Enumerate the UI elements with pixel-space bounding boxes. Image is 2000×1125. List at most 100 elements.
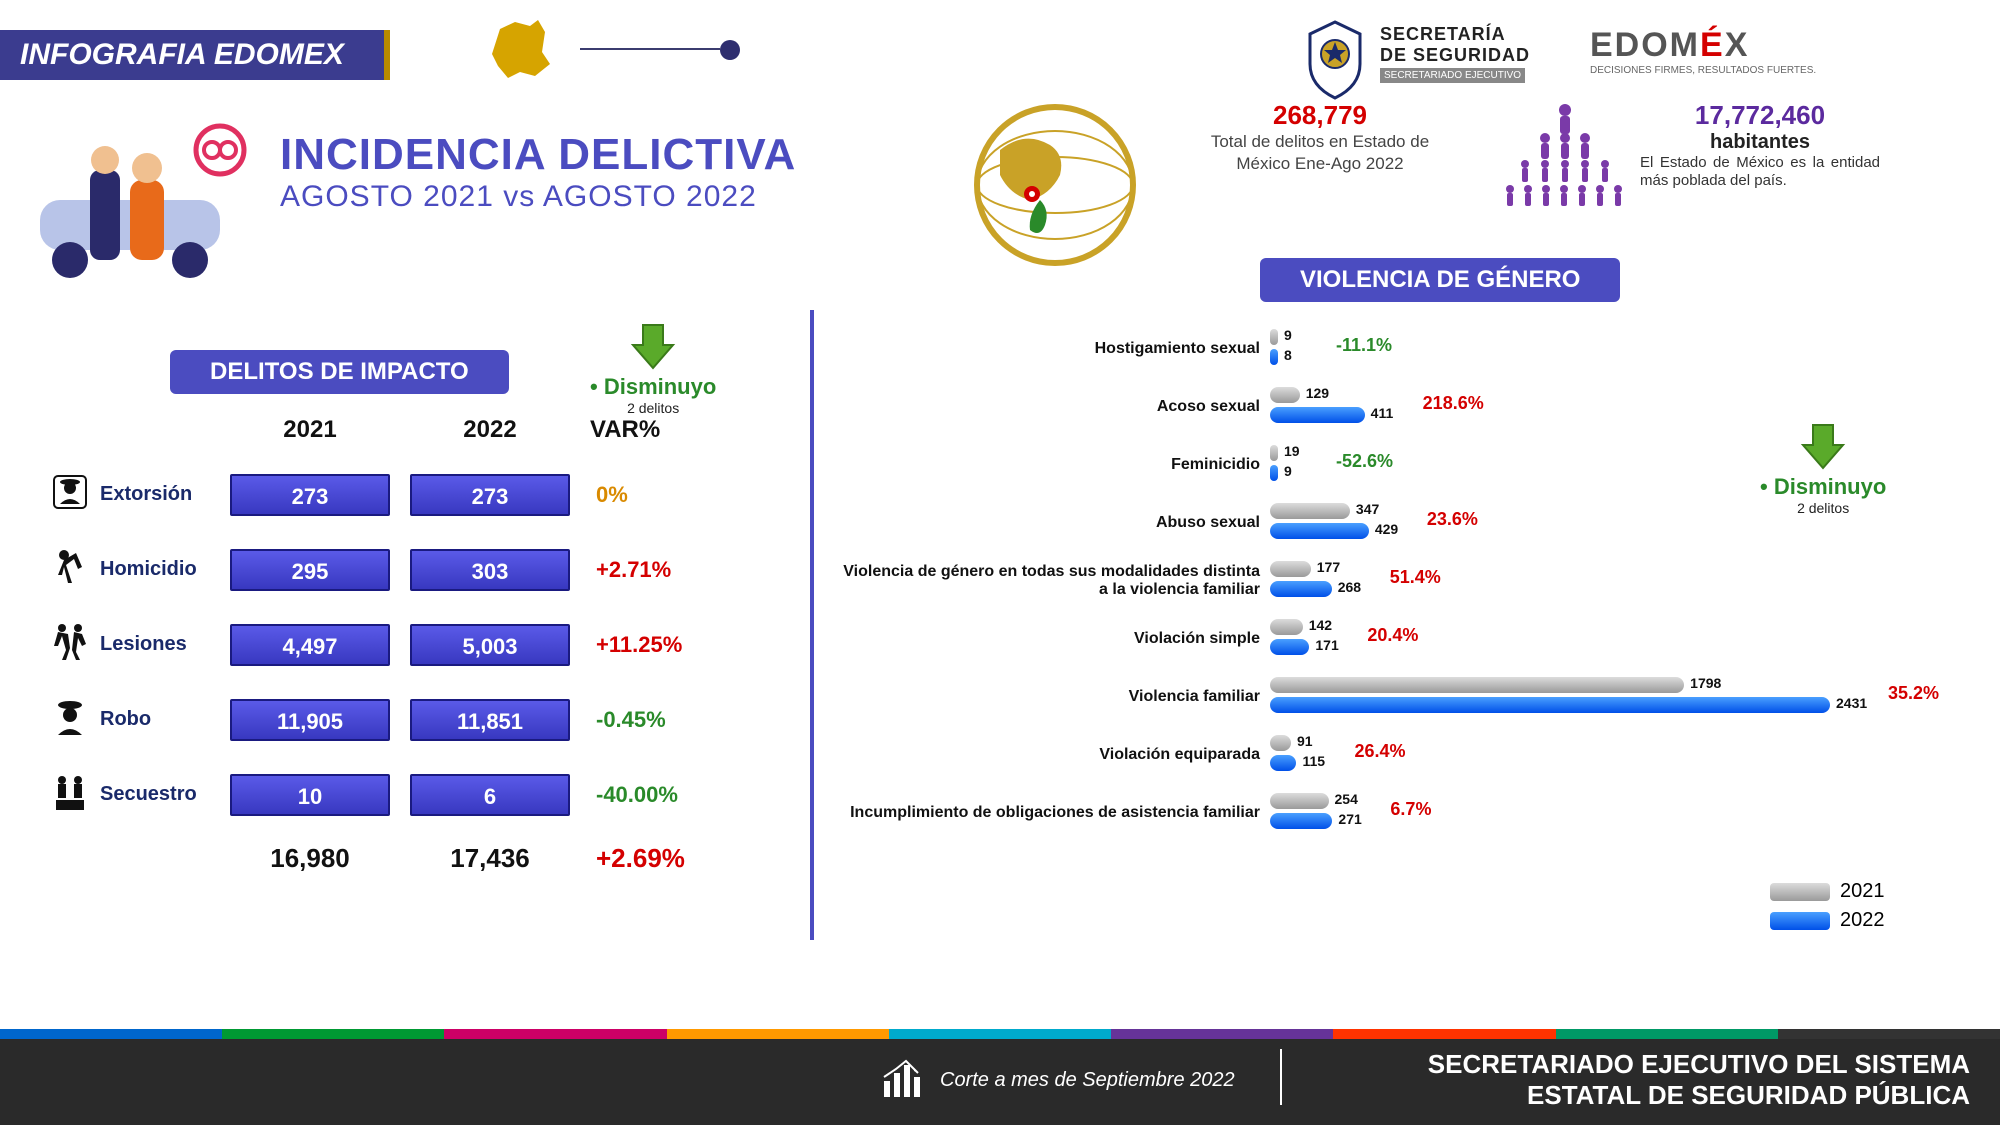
total-crimes-label: Total de delitos en Estado de México Ene… <box>1200 131 1440 175</box>
bar-2022 <box>1270 755 1296 771</box>
value-2022: 271 <box>1338 811 1361 827</box>
secretaria-logo-text: SECRETARÍA DE SEGURIDAD SECRETARIADO EJE… <box>1380 24 1530 83</box>
vertical-divider <box>810 310 814 940</box>
violence-label: Violación simple <box>840 630 1270 648</box>
violence-row: Violencia familiar1798243135.2% <box>840 668 1900 726</box>
population-unit: habitantes <box>1640 131 1880 154</box>
value-2022: 429 <box>1375 521 1398 537</box>
crime-icon <box>40 620 100 669</box>
crime-icon <box>40 695 100 744</box>
violence-bars: 14217120.4% <box>1270 615 1900 663</box>
violence-bars: 98-11.1% <box>1270 325 1900 373</box>
value-2021: 254 <box>1335 791 1358 807</box>
variation-pct: 0% <box>580 482 720 508</box>
violence-label: Violencia familiar <box>840 688 1270 706</box>
violence-bars: 177 268 51.4% <box>1270 557 1900 605</box>
violence-bars: 34742923.6% <box>1270 499 1900 547</box>
violence-title: VIOLENCIA DE GÉNERO <box>1260 258 1620 302</box>
decrease-word: Disminuyo <box>590 374 716 399</box>
hdr-2022: 2022 <box>400 416 580 444</box>
footer-divider <box>1280 1049 1282 1105</box>
footer-org-l1: SECRETARIADO EJECUTIVO DEL SISTEMA <box>1428 1049 1970 1080</box>
secretaria-line3: SECRETARIADO EJECUTIVO <box>1380 68 1525 83</box>
value-2021: 10 <box>230 774 390 816</box>
crime-icon <box>40 545 100 594</box>
bar-2022 <box>1270 639 1309 655</box>
violence-pct: 35.2% <box>1888 683 1939 704</box>
variation-pct: -40.00% <box>580 782 720 808</box>
bar-2021 <box>1270 561 1311 577</box>
secretaria-line1: SECRETARÍA <box>1380 24 1530 45</box>
violence-bars: 1798243135.2% <box>1270 673 1900 721</box>
violence-label: Violencia de género en todas sus modalid… <box>840 563 1270 598</box>
violence-row: Hostigamiento sexual98-11.1% <box>840 320 1900 378</box>
impacts-table: 2021 2022 VAR% Extorsión2732730%Homicidi… <box>40 416 720 874</box>
value-2021: 142 <box>1309 617 1332 633</box>
bar-2022 <box>1270 465 1278 481</box>
footer-color-stripe <box>0 1029 2000 1039</box>
value-2022: 11,851 <box>410 699 570 741</box>
bar-2022 <box>1270 523 1369 539</box>
violence-bars: 9111526.4% <box>1270 731 1900 779</box>
value-2022: 273 <box>410 474 570 516</box>
chart-legend: 2021 2022 <box>1770 880 1885 938</box>
variation-pct: +2.71% <box>580 557 720 583</box>
value-2021: 273 <box>230 474 390 516</box>
variation-pct: +11.25% <box>580 632 720 658</box>
value-2021: 9 <box>1284 327 1292 343</box>
variation-pct: -0.45% <box>580 707 720 733</box>
bar-chart-icon <box>880 1057 924 1101</box>
violence-row: Abuso sexual34742923.6% <box>840 494 1900 552</box>
bar-2021 <box>1270 445 1278 461</box>
title-line2: AGOSTO 2021 vs AGOSTO 2022 <box>280 180 796 214</box>
violence-pct: 23.6% <box>1427 509 1478 530</box>
hdr-var: VAR% <box>580 416 720 444</box>
violence-label: Hostigamiento sexual <box>840 340 1270 358</box>
total-crimes-value: 268,779 <box>1200 100 1440 131</box>
violence-pct: 218.6% <box>1423 393 1484 414</box>
bar-2022 <box>1270 407 1365 423</box>
total-2021: 16,980 <box>220 843 400 874</box>
header-band: INFOGRAFIA EDOMEX <box>0 30 390 80</box>
bar-2022 <box>1270 349 1278 365</box>
globe-icon <box>970 100 1140 270</box>
value-2022: 268 <box>1338 579 1361 595</box>
table-row: Robo11,90511,851-0.45% <box>40 695 720 744</box>
stat-population: 17,772,460 habitantes El Estado de Méxic… <box>1640 100 1880 190</box>
footer-org: SECRETARIADO EJECUTIVO DEL SISTEMA ESTAT… <box>1428 1049 1970 1111</box>
secretaria-line2: DE SEGURIDAD <box>1380 45 1530 66</box>
value-2022: 8 <box>1284 347 1292 363</box>
table-row: Extorsión2732730% <box>40 470 720 519</box>
bar-2022 <box>1270 813 1332 829</box>
header-rule <box>580 48 720 50</box>
crime-icon <box>40 770 100 819</box>
violence-label: Abuso sexual <box>840 514 1270 532</box>
value-2022: 411 <box>1371 405 1394 421</box>
violence-pct: 20.4% <box>1367 625 1418 646</box>
edomex-text: EDOMÉX <box>1590 26 1816 65</box>
value-2021: 129 <box>1306 385 1329 401</box>
value-2021: 11,905 <box>230 699 390 741</box>
down-arrow-icon <box>628 320 678 370</box>
header-dot <box>720 40 740 60</box>
legend-swatch-2021 <box>1770 883 1830 901</box>
violence-row: Violación simple14217120.4% <box>840 610 1900 668</box>
impacts-total-row: 16,980 17,436 +2.69% <box>40 843 720 874</box>
violence-chart: Hostigamiento sexual98-11.1%Acoso sexual… <box>840 320 1900 842</box>
arrest-illustration <box>30 110 260 300</box>
value-2022: 115 <box>1302 753 1325 769</box>
stat-total-crimes: 268,779 Total de delitos en Estado de Mé… <box>1200 100 1440 175</box>
violence-pct: 6.7% <box>1390 799 1431 820</box>
violence-row: Incumplimiento de obligaciones de asiste… <box>840 784 1900 842</box>
table-row: Homicidio295303+2.71% <box>40 545 720 594</box>
violence-pct: -52.6% <box>1336 451 1393 472</box>
violence-label: Incumplimiento de obligaciones de asiste… <box>840 804 1270 822</box>
legend-swatch-2022 <box>1770 912 1830 930</box>
impacts-decrease-badge: Disminuyo 2 delitos <box>590 320 716 418</box>
legend-2022: 2022 <box>1840 909 1885 932</box>
value-2021: 177 <box>1317 559 1340 575</box>
violence-pct: 51.4% <box>1390 567 1441 588</box>
crime-label: Lesiones <box>100 633 220 656</box>
violence-bars: 254 271 6.7% <box>1270 789 1900 837</box>
bar-2021 <box>1270 677 1684 693</box>
